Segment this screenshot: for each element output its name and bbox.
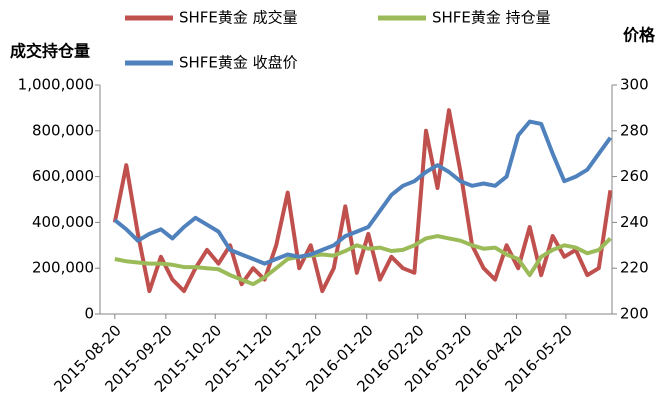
legend-label: SHFE黄金 成交量 [179, 9, 298, 27]
y-tick-label: 0 [84, 305, 94, 323]
series-line [114, 234, 612, 287]
y2-tick-label: 220 [620, 259, 649, 277]
y-axis-title: 成交持仓量 [10, 42, 90, 61]
legend-label: SHFE黄金 持仓量 [432, 9, 551, 27]
series-line [113, 119, 613, 266]
legend-label: SHFE黄金 收盘价 [179, 54, 298, 72]
y2-tick-label: 260 [620, 167, 649, 185]
y-tick-label: 1,000,000 [18, 76, 94, 94]
y-tick-label: 600,000 [32, 167, 94, 185]
y2-tick-label: 200 [620, 305, 649, 323]
y2-tick-label: 300 [620, 76, 649, 94]
y2-tick-label: 280 [620, 121, 649, 139]
series-line [112, 108, 613, 294]
y2-tick-label: 240 [620, 213, 649, 231]
y-tick-label: 200,000 [32, 259, 94, 277]
y2-axis-title: 价格 [623, 26, 656, 45]
y-tick-label: 400,000 [32, 213, 94, 231]
y-tick-label: 800,000 [32, 121, 94, 139]
